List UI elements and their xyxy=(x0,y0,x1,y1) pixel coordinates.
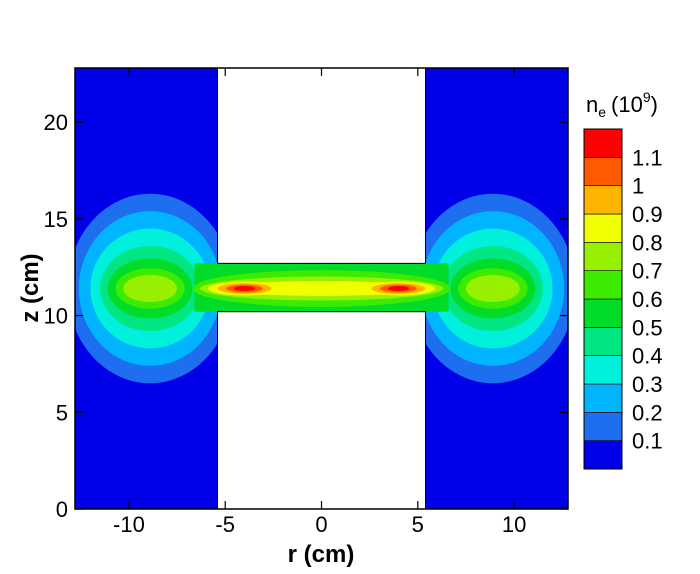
y-axis: 0 5 10 15 20 xyxy=(44,110,568,522)
colorbar-swatch xyxy=(583,355,623,385)
y-tick-label: 10 xyxy=(44,304,68,329)
plot-area xyxy=(74,67,569,510)
colorbar-swatches xyxy=(583,128,623,470)
x-axis: -10 -5 0 5 10 xyxy=(113,68,526,537)
colorbar-swatch xyxy=(583,298,623,328)
x-tick-label: -10 xyxy=(113,512,145,537)
colorbar-label: 0.7 xyxy=(632,259,663,284)
colorbar-title-sup: 9 xyxy=(643,89,651,105)
colorbar-legend: ne (109) 0.1 0.2 0.3 0.4 0.5 0.6 0.7 0.8 0.9 1 1.1 xyxy=(583,89,663,470)
colorbar-swatch xyxy=(583,327,623,356)
colorbar-label: 0.4 xyxy=(632,344,663,369)
x-tick-label: -5 xyxy=(215,512,235,537)
colorbar-label: 1 xyxy=(632,174,644,199)
x-axis-title: r (cm) xyxy=(288,541,355,568)
x-tick-label: 0 xyxy=(315,512,327,537)
masked-region xyxy=(217,311,426,510)
colorbar-title-sub: e xyxy=(598,104,606,120)
colorbar-swatch xyxy=(583,128,623,158)
y-tick-label: 20 xyxy=(44,110,68,135)
colorbar-label: 0.6 xyxy=(632,287,663,312)
colorbar-label: 0.8 xyxy=(632,230,663,255)
contour-level-7 xyxy=(465,274,520,303)
x-tick-label: 10 xyxy=(502,512,526,537)
peak-contour-level-11 xyxy=(387,285,410,292)
colorbar-label: 0.1 xyxy=(632,429,663,454)
colorbar-swatch xyxy=(583,185,623,215)
colorbar-title: ne (109) xyxy=(586,89,658,120)
colorbar-label: 0.2 xyxy=(632,400,663,425)
colorbar-title-base: n xyxy=(586,92,598,117)
contour-level-7 xyxy=(123,274,178,303)
contour-fills xyxy=(75,193,568,384)
peak-contour-level-11 xyxy=(233,285,256,292)
colorbar-label: 0.5 xyxy=(632,315,663,340)
masked-region xyxy=(217,67,426,264)
colorbar-swatch xyxy=(583,383,623,413)
colorbar-label: 0.9 xyxy=(632,202,663,227)
colorbar-swatch xyxy=(583,242,623,271)
colorbar-label: 0.3 xyxy=(632,372,663,397)
colorbar-swatch xyxy=(583,270,623,300)
colorbar-swatch xyxy=(583,440,623,470)
colorbar-title-paren: (10 xyxy=(611,92,643,117)
y-tick-label: 5 xyxy=(56,400,68,425)
colorbar-label: 1.1 xyxy=(632,145,663,170)
y-axis-title: z (cm) xyxy=(17,253,44,322)
colorbar-labels: 0.1 0.2 0.3 0.4 0.5 0.6 0.7 0.8 0.9 1 1.1 xyxy=(632,145,663,453)
colorbar-swatch xyxy=(583,157,623,186)
masked-regions xyxy=(217,67,426,510)
colorbar-frame xyxy=(583,128,623,470)
x-tick-label: 5 xyxy=(412,512,424,537)
y-tick-label: 15 xyxy=(44,207,68,232)
colorbar-swatch xyxy=(583,213,623,243)
colorbar-title-close: ) xyxy=(651,92,658,117)
y-tick-label: 0 xyxy=(56,497,68,522)
colorbar-swatch xyxy=(583,412,623,441)
